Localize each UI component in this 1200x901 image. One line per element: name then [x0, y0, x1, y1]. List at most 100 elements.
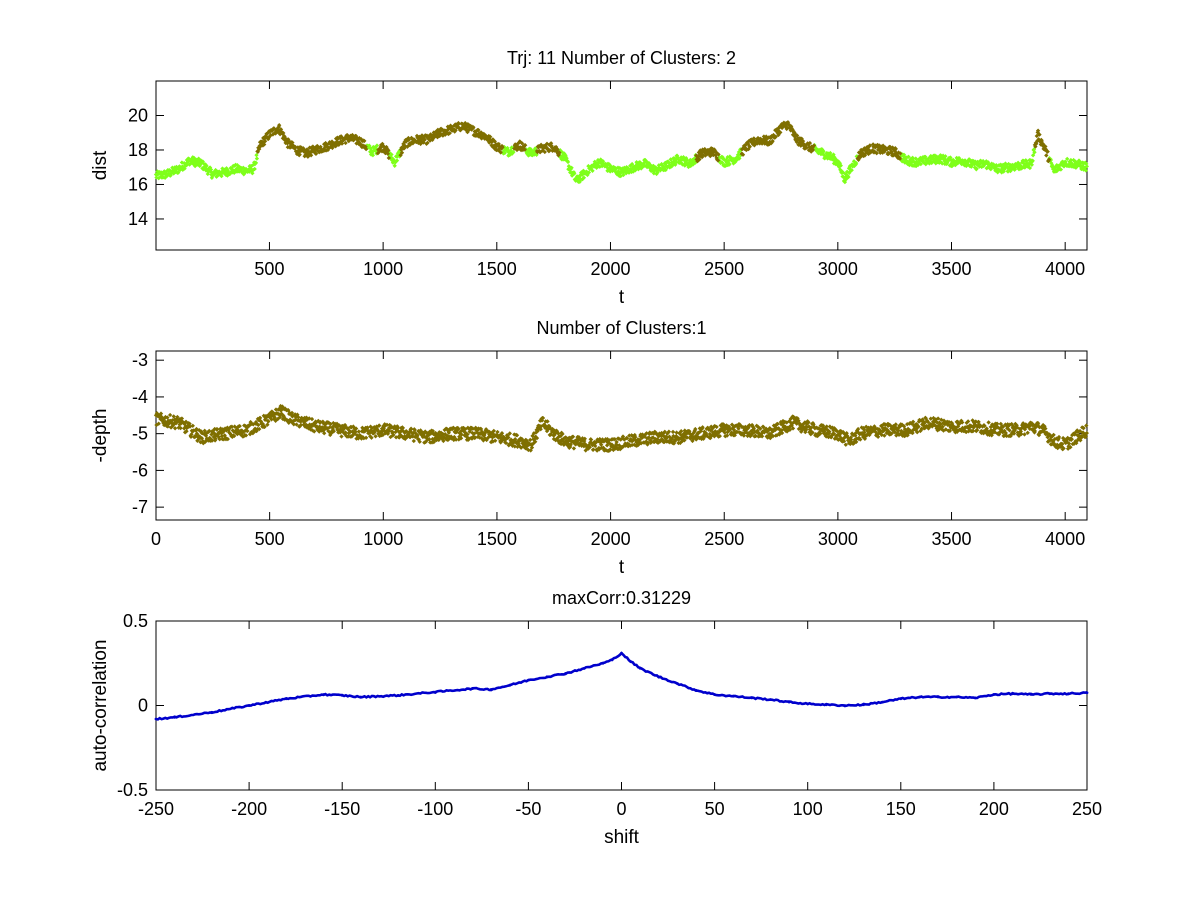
line-series-1: [155, 651, 1088, 721]
line-point: [582, 666, 586, 670]
x-tick-label: -150: [324, 799, 360, 819]
line-point: [471, 687, 474, 690]
y-tick-label: 0.5: [123, 611, 148, 631]
x-tick-label: -200: [231, 799, 267, 819]
scatter-series-1: [153, 142, 1089, 185]
x-tick-label: 50: [705, 799, 725, 819]
axes-box: [155, 620, 1088, 791]
x-tick-label: 1000: [363, 259, 403, 279]
x-tick-label: 3500: [931, 259, 971, 279]
line-point: [247, 704, 251, 707]
line-point: [629, 660, 633, 663]
y-tick-label: 20: [128, 105, 148, 125]
x-tick-label: 4000: [1045, 529, 1085, 549]
x-tick-label: 0: [151, 529, 161, 549]
scatter-series-1: [153, 403, 1089, 454]
line-point: [992, 693, 996, 696]
y-tick-label: -0.5: [117, 780, 148, 800]
x-tick-label: 100: [793, 799, 823, 819]
line-point: [210, 710, 214, 714]
y-tick-label: 16: [128, 174, 148, 194]
x-tick-label: 2000: [591, 529, 631, 549]
line-point: [433, 690, 437, 694]
line-point: [527, 678, 530, 682]
line-point: [955, 695, 959, 699]
chart-title: maxCorr:0.31229: [552, 588, 691, 608]
y-axis-label: -depth: [90, 409, 111, 463]
line-point: [284, 697, 288, 701]
line-point: [601, 661, 605, 665]
line-point: [862, 703, 865, 707]
x-tick-label: 0: [616, 799, 626, 819]
line-point: [731, 694, 735, 698]
line-point: [1029, 693, 1033, 696]
subplot-1: Trj: 11 Number of Clusters: 2 t dist 500 100…: [90, 48, 1089, 308]
x-tick-label: -50: [515, 799, 541, 819]
line-point: [936, 695, 940, 699]
x-tick-label: 2500: [704, 259, 744, 279]
x-axis-label: shift: [604, 827, 640, 848]
line-point: [843, 704, 847, 707]
y-axis-label: dist: [90, 150, 111, 180]
line-point: [824, 703, 828, 707]
line-point: [322, 693, 325, 696]
x-tick-label: 2000: [590, 259, 630, 279]
x-tick-label: 2500: [704, 529, 744, 549]
x-tick-label: 3000: [818, 529, 858, 549]
line-point: [154, 717, 158, 721]
x-tick-label: 1500: [477, 529, 517, 549]
subplot-2: Number of Clusters:1 t -depth 0 500 1000 1500 2…: [90, 318, 1089, 578]
line-point: [508, 683, 512, 687]
x-tick-label: 200: [979, 799, 1009, 819]
line-point: [750, 696, 754, 700]
y-tick-label: -5: [132, 424, 148, 444]
y-tick-label: 14: [128, 209, 148, 229]
axes-box: [155, 350, 1088, 521]
line-point: [620, 651, 623, 655]
x-tick-label: -250: [138, 799, 174, 819]
line-point: [1085, 691, 1089, 695]
line-point: [899, 697, 903, 701]
scatter-series-2: [255, 120, 1052, 164]
line-point: [638, 666, 642, 670]
line-point: [610, 658, 614, 662]
subplot-3: maxCorr:0.31229 shift auto-correlation -250…: [90, 588, 1102, 848]
line-point: [676, 682, 679, 685]
line-point: [545, 675, 549, 679]
line-point: [713, 693, 716, 696]
y-tick-label: -4: [132, 387, 148, 407]
line-point: [880, 700, 884, 704]
line-point: [564, 672, 567, 675]
x-tick-label: 150: [886, 799, 916, 819]
x-axis-label: t: [619, 287, 625, 308]
line-point: [769, 698, 772, 701]
x-tick-label: 1500: [477, 259, 517, 279]
line-point: [1048, 692, 1052, 696]
line-point: [359, 695, 363, 699]
chart-title: Trj: 11 Number of Clusters: 2: [507, 48, 736, 68]
x-tick-label: 3000: [818, 259, 858, 279]
x-tick-label: 4000: [1045, 259, 1085, 279]
x-tick-label: 3500: [932, 529, 972, 549]
x-tick-label: 500: [254, 259, 284, 279]
x-tick-label: 250: [1072, 799, 1102, 819]
y-tick-label: 18: [128, 140, 148, 160]
line-point: [396, 694, 400, 697]
line-point: [918, 695, 921, 699]
y-axis-label: auto-correlation: [90, 639, 111, 771]
x-tick-label: -100: [417, 799, 453, 819]
line-point: [657, 675, 661, 679]
line-point: [1011, 692, 1014, 696]
x-axis-label: t: [619, 557, 625, 578]
x-tick-label: 1000: [363, 529, 403, 549]
line-point: [787, 700, 791, 704]
line-point: [694, 688, 698, 692]
x-tick-label: 500: [255, 529, 285, 549]
y-tick-label: 0: [138, 696, 148, 716]
line-point: [173, 715, 177, 719]
chart-title: Number of Clusters:1: [536, 318, 706, 338]
y-tick-label: -3: [132, 350, 148, 370]
line-point: [489, 688, 493, 691]
y-tick-label: -6: [132, 460, 148, 480]
